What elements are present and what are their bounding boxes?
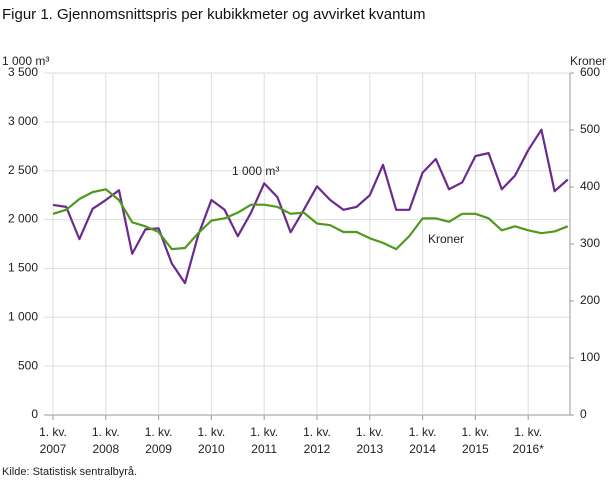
x-tick-label: 1. kv. 2010 [197, 425, 226, 456]
y-tick-label: 1 500 [8, 261, 38, 275]
y2-tick-label: 400 [580, 179, 600, 193]
y2-tick-label: 200 [580, 293, 600, 307]
y2-tick-label: 300 [580, 236, 600, 250]
y-tick-label: 0 [31, 407, 38, 421]
y-tick-label: 1 000 [8, 309, 38, 323]
series-label: 1 000 m³ [232, 164, 279, 178]
y-tick-label: 2 000 [8, 212, 38, 226]
chart-title: Figur 1. Gjennomsnittspris per kubikkmet… [2, 6, 426, 23]
x-tick-label: 1. kv. 2011 [250, 425, 279, 456]
y-tick-label: 3 500 [8, 65, 38, 79]
x-tick-label: 1. kv. 2016* [512, 425, 544, 456]
x-tick-label: 1. kv. 2007 [39, 425, 67, 456]
x-tick-label: 1. kv. 2013 [355, 425, 384, 456]
x-tick-label: 1. kv. 2015 [461, 425, 490, 456]
data-line [52, 128, 569, 285]
source-note: Kilde: Statistisk sentralbyrå. [2, 466, 138, 478]
y2-axis-label: Kroner [570, 54, 606, 68]
x-tick-label: 1. kv. 2008 [91, 425, 120, 456]
series-label: Kroner [428, 232, 464, 246]
y2-tick-label: 600 [580, 65, 600, 79]
y2-tick-label: 0 [580, 407, 587, 421]
y2-tick-label: 500 [580, 122, 600, 136]
y-tick-label: 500 [18, 358, 38, 372]
data-line [52, 188, 569, 251]
y-tick-label: 3 000 [8, 114, 38, 128]
x-tick-label: 1. kv. 2009 [144, 425, 173, 456]
y-axis-label: 1 000 m³ [2, 54, 49, 68]
x-tick-label: 1. kv. 2012 [303, 425, 331, 456]
x-tick-label: 1. kv. 2014 [408, 425, 437, 456]
y-tick-label: 2 500 [8, 163, 38, 177]
y2-tick-label: 100 [580, 350, 600, 364]
